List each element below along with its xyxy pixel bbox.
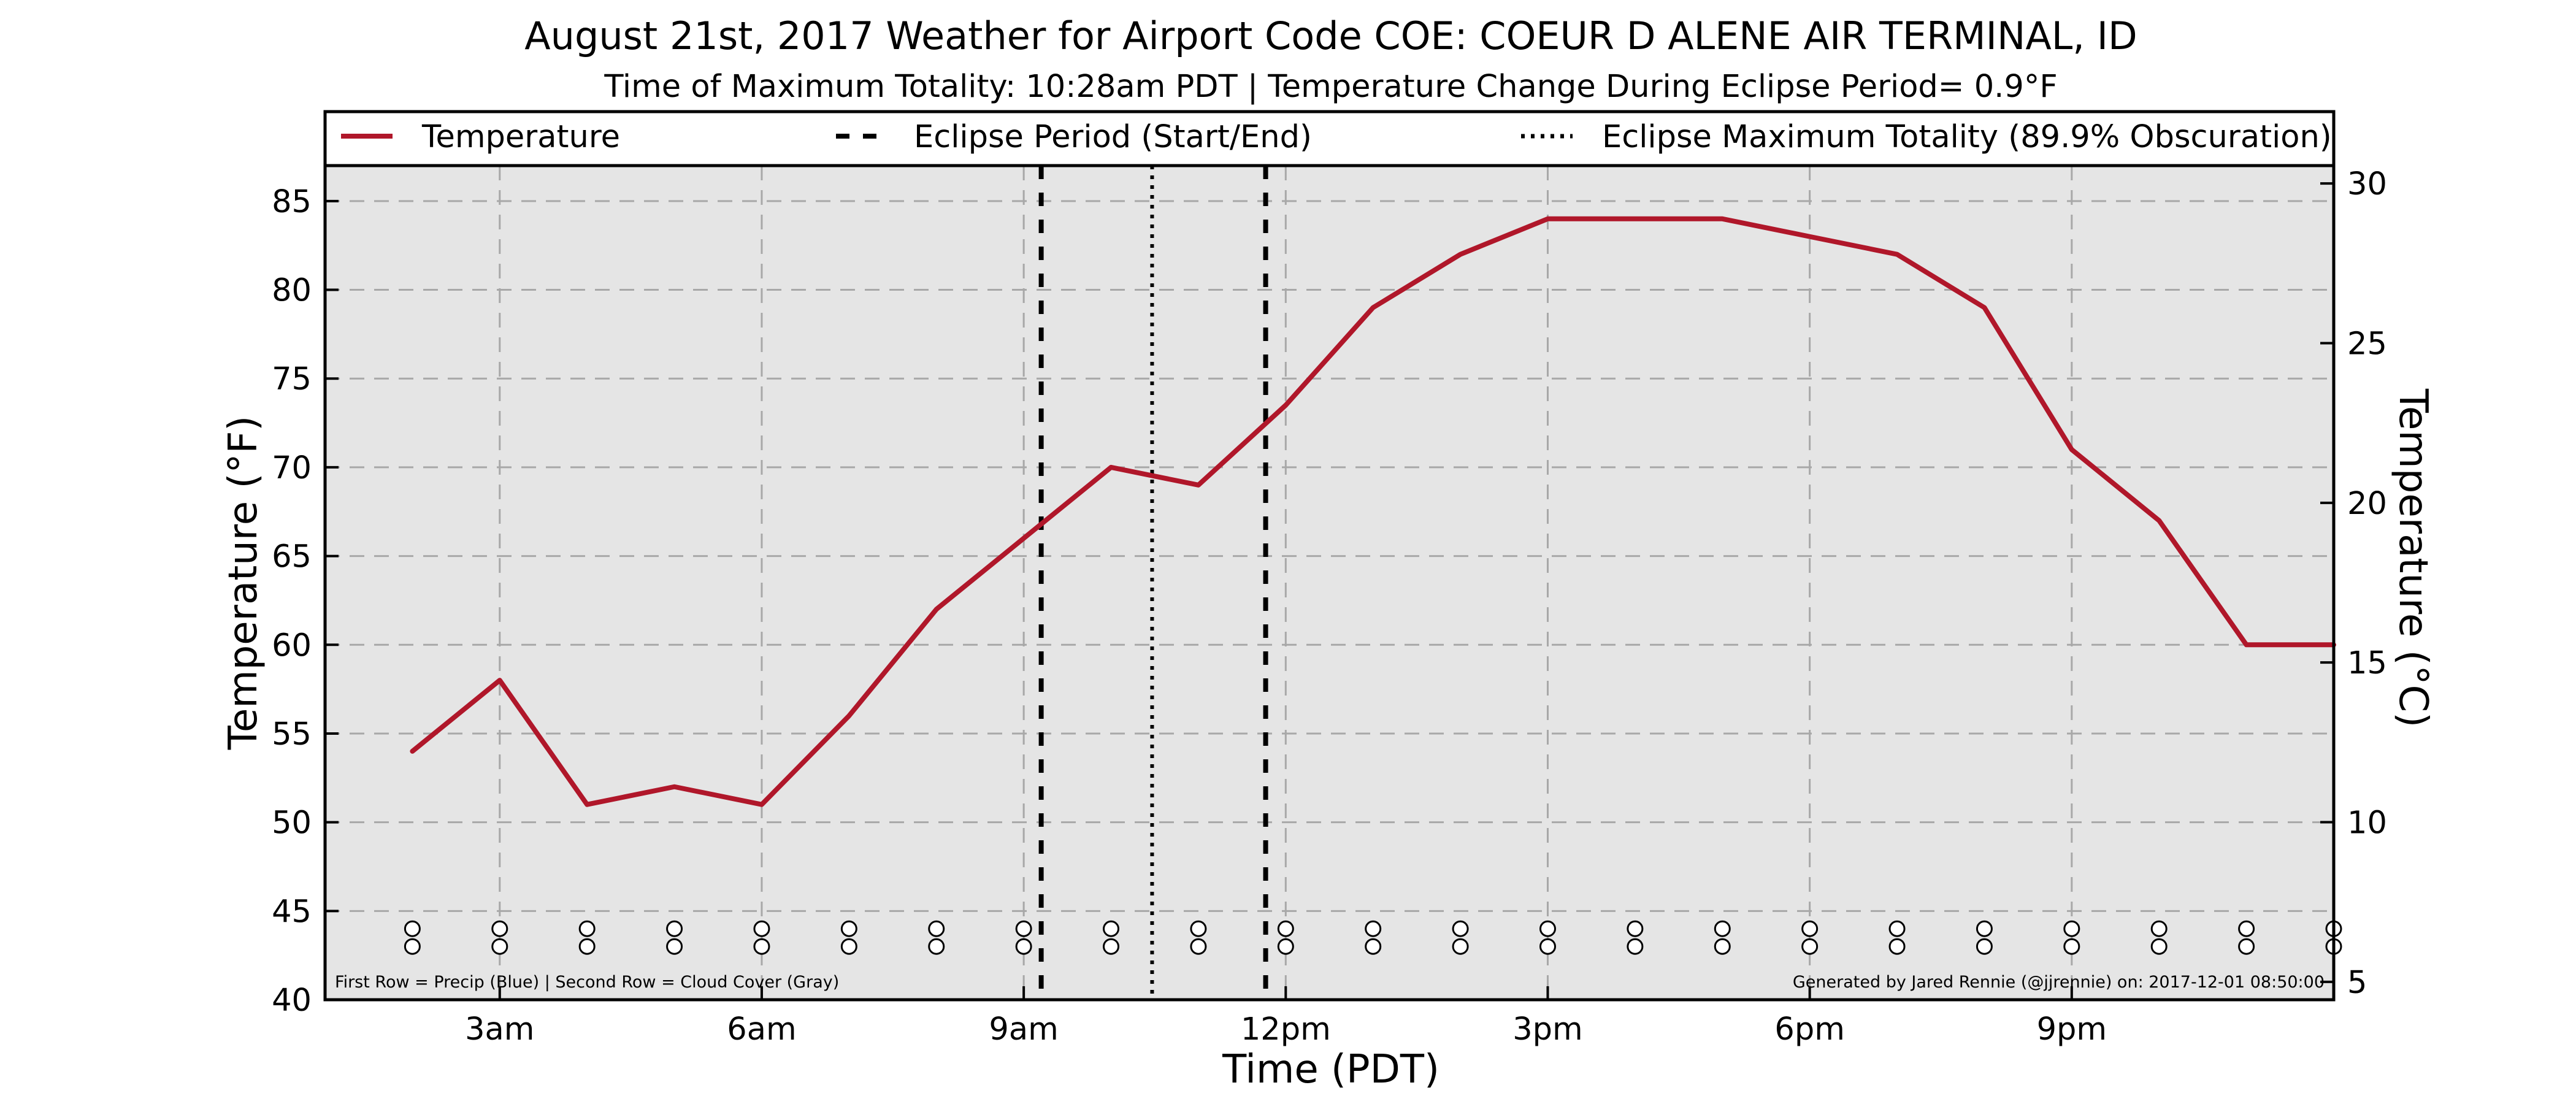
y-tick-label: 50 [272, 805, 312, 841]
cloud-cover-marker [2238, 938, 2255, 955]
axes-ticks: 40 45 50 55 60 65 70 75 80 85 5 10 15 20 25 30 3am 6am 9am… [272, 166, 2387, 1048]
cloud-cover-marker [1452, 938, 1469, 955]
x-tick-label: 3am [465, 1011, 534, 1048]
cloud-cover-marker [1015, 938, 1032, 955]
cloud-cover-marker [1103, 938, 1120, 955]
cloud-cover-marker [404, 938, 421, 955]
precip-marker [1190, 920, 1207, 937]
legend: Temperature Eclipse Period (Start/End) E… [323, 110, 2336, 167]
cloud-cover-marker [1801, 938, 1819, 955]
cloud-cover-marker [1277, 938, 1294, 955]
precip-marker [1888, 920, 1906, 937]
y-tick-label: 45 [272, 894, 312, 930]
precip-marker [1539, 920, 1556, 937]
cloud-cover-marker [2150, 938, 2168, 955]
y2-tick-label: 15 [2347, 645, 2387, 681]
cloud-cover-marker [753, 938, 770, 955]
eclipse-lines [1038, 166, 1268, 1000]
precip-marker [1801, 920, 1819, 937]
x-tick-label: 9am [989, 1011, 1058, 1048]
chart-subtitle: Time of Maximum Totality: 10:28am PDT | … [604, 69, 2057, 105]
y2-axis-label: Temperature (°C) [2390, 388, 2436, 727]
x-tick-label: 6pm [1774, 1011, 1845, 1048]
precip-marker [491, 920, 508, 937]
x-axis-label: Time (PDT) [1222, 1047, 1439, 1092]
x-tick-label: 6am [727, 1011, 796, 1048]
y-tick-label: 60 [272, 627, 312, 664]
y-tick-label: 70 [272, 450, 312, 486]
y2-tick-label: 10 [2347, 805, 2387, 841]
precip-marker [1452, 920, 1469, 937]
cloud-cover-marker [578, 938, 596, 955]
precip-marker [1015, 920, 1032, 937]
y-tick-label: 80 [272, 273, 312, 309]
legend-label-eclipse-max: Eclipse Maximum Totality (89.9% Obscurat… [1602, 119, 2332, 155]
y-tick-label: 85 [272, 184, 312, 220]
y-tick-label: 55 [272, 716, 312, 753]
precip-marker [753, 920, 770, 937]
footnote-left: First Row = Precip (Blue) | Second Row =… [335, 973, 839, 992]
cloud-cover-marker [1888, 938, 1906, 955]
cloud-cover-marker [840, 938, 857, 955]
precip-marker [1277, 920, 1294, 937]
cloud-cover-marker [1539, 938, 1556, 955]
y2-tick-label: 5 [2347, 965, 2367, 1001]
cloud-cover-marker [928, 938, 945, 955]
legend-box [323, 110, 2336, 167]
x-tick-label: 3pm [1512, 1011, 1583, 1048]
grid-lines [325, 166, 2334, 1000]
precip-marker [840, 920, 857, 937]
y2-tick-label: 25 [2347, 326, 2387, 362]
plot-area [325, 166, 2334, 1000]
cloud-cover-marker [1190, 938, 1207, 955]
legend-label-temperature: Temperature [421, 119, 620, 155]
precip-marker [1103, 920, 1120, 937]
y-tick-label: 65 [272, 539, 312, 575]
x-tick-label: 9pm [2037, 1011, 2107, 1048]
footnote-right: Generated by Jared Rennie (@jjrennie) on… [1793, 973, 2325, 992]
precip-marker [928, 920, 945, 937]
cloud-cover-marker [1627, 938, 1644, 955]
precip-marker [1714, 920, 1731, 937]
precip-marker [1365, 920, 1382, 937]
precip-marker [404, 920, 421, 937]
precip-marker [2150, 920, 2168, 937]
cloud-cover-marker [1714, 938, 1731, 955]
x-tick-label: 12pm [1241, 1011, 1331, 1048]
y-axis-label: Temperature (°F) [221, 416, 266, 751]
precip-marker [1976, 920, 1993, 937]
precip-marker [578, 920, 596, 937]
temperature-line [410, 216, 2336, 807]
cloud-cover-marker [1976, 938, 1993, 955]
y2-tick-label: 20 [2347, 486, 2387, 522]
y2-tick-label: 30 [2347, 166, 2387, 202]
precip-marker [1627, 920, 1644, 937]
y-tick-label: 40 [272, 983, 312, 1019]
cloud-cover-marker [2063, 938, 2080, 955]
y-tick-label: 75 [272, 361, 312, 397]
cloud-cover-marker [491, 938, 508, 955]
series-layer [410, 216, 2336, 807]
precip-marker [2063, 920, 2080, 937]
chart-title: August 21st, 2017 Weather for Airport Co… [524, 13, 2137, 58]
precip-marker [666, 920, 683, 937]
precip-marker [2238, 920, 2255, 937]
legend-label-eclipse-period: Eclipse Period (Start/End) [914, 119, 1312, 155]
cloud-cover-marker [666, 938, 683, 955]
cloud-cover-marker [1365, 938, 1382, 955]
